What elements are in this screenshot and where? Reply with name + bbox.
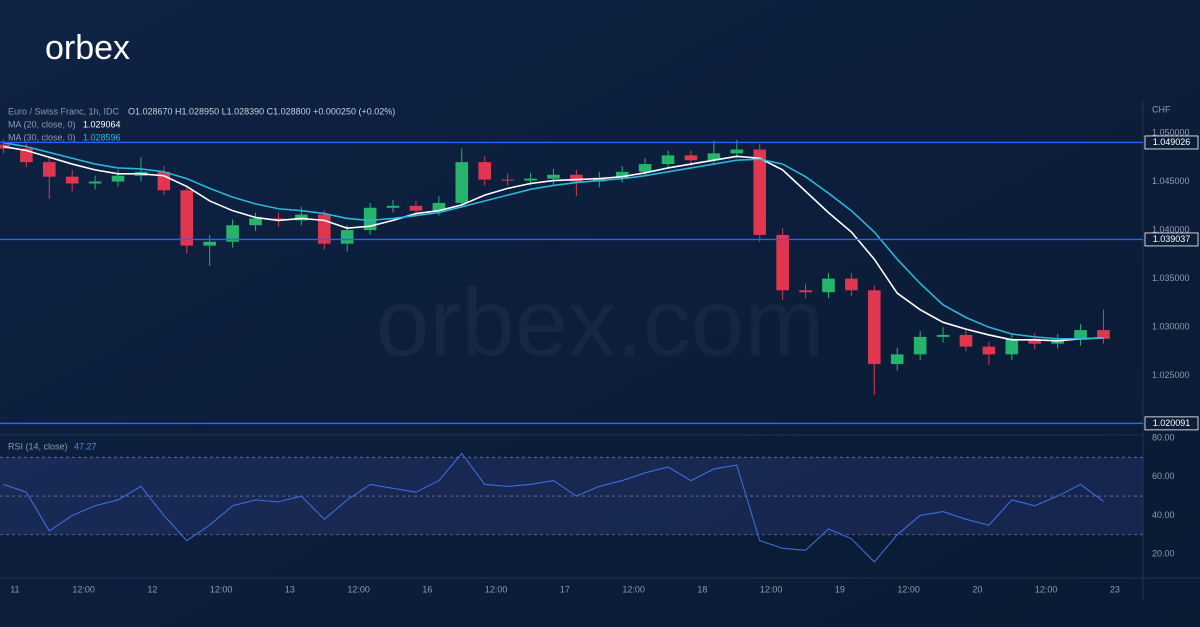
x-tick-label: 11 [10,584,19,594]
rsi-legend: RSI (14, close) [8,441,68,451]
level-label: 1.049026 [1153,137,1191,147]
candle-body [730,149,744,154]
level-label-box [1144,416,1199,431]
rsi-tick-label: 20.00 [1152,549,1175,559]
candle-body [776,234,789,291]
legend-ma20: MA (20, close, 0) [8,119,76,129]
rsi-line [3,452,1104,563]
candle-body [88,181,102,184]
candle-body [432,202,446,211]
candle-body [65,176,79,184]
moving-average [3,141,1104,340]
candle-body [1005,338,1019,355]
candle-body [638,164,652,172]
candle-body [1028,338,1042,344]
candle-body [180,190,194,246]
candle-body [959,334,973,347]
candle-body [982,346,996,355]
candle-body [524,178,537,181]
rsi-tick-label: 80.00 [1152,432,1175,442]
candle-body [615,171,629,178]
x-tick-label: 20 [972,584,982,594]
candle-body [1074,330,1087,340]
candle-body [661,155,675,165]
candle-body [478,162,492,180]
candle-body [822,278,835,293]
x-tick-label: 17 [560,584,570,594]
candle-body [845,278,858,291]
level-label-box [1144,135,1199,150]
candle-body [592,177,606,182]
candle-body [295,214,308,221]
y-tick-label: 1.035000 [1152,273,1190,283]
candle-body [226,225,239,242]
candle-body [1097,330,1110,339]
candle-body [455,162,469,203]
candle-body [1051,339,1064,344]
candle-body [340,230,354,244]
legend-ma30-value: 1.028596 [83,132,121,142]
symbol-title: Euro / Swiss Franc, 1h, IDC [8,106,120,116]
logo: orbex [45,29,130,67]
candle-body [249,218,262,226]
candle-body [936,334,950,337]
x-tick-label: 12:00 [347,584,370,594]
candle-body [799,290,812,293]
candle-body [409,205,423,211]
candle-body [363,207,377,231]
x-tick-label: 12:00 [897,584,920,594]
level-label: 1.020091 [1153,418,1191,428]
candle-body [707,153,721,161]
y-tick-label: 1.030000 [1152,322,1190,332]
candle-body [272,218,285,221]
level-label: 1.039037 [1153,234,1191,244]
rsi-tick-label: 40.00 [1152,510,1175,520]
x-tick-label: 12:00 [760,584,783,594]
candle-body [753,149,767,235]
x-tick-label: 16 [422,584,432,594]
rsi-legend-value: 47.27 [74,441,97,451]
candle-body [203,241,216,246]
x-tick-label: 12:00 [485,584,508,594]
x-tick-label: 12:00 [1035,584,1058,594]
candle-body [111,175,125,182]
y-tick-label: 1.040000 [1152,224,1190,234]
candle-body [386,205,400,208]
candle-body [913,336,927,355]
quote: O1.028670 H1.028950 L1.028390 C1.028800 … [128,106,395,116]
candle-body [867,290,881,365]
x-tick-label: 12:00 [622,584,645,594]
x-tick-label: 18 [697,584,707,594]
price-axis-label: CHF [1152,104,1171,114]
x-tick-label: 19 [835,584,845,594]
legend-ma20-value: 1.029064 [83,119,121,129]
x-tick-label: 13 [285,584,295,594]
x-tick-label: 12:00 [72,584,95,594]
candle-body [890,354,904,365]
x-tick-label: 23 [1110,584,1120,594]
watermark: orbex.com [376,269,824,376]
y-tick-label: 1.050000 [1152,127,1190,137]
y-tick-label: 1.025000 [1152,370,1190,380]
rsi-tick-label: 60.00 [1152,471,1175,481]
legend-ma30: MA (30, close, 0) [8,132,76,142]
candle-body [570,174,583,182]
y-tick-label: 1.045000 [1152,176,1190,186]
candle-body [684,155,698,161]
x-tick-label: 12 [147,584,157,594]
moving-average [3,145,1104,342]
level-label-box [1144,232,1199,247]
candle-body [547,174,560,179]
candle-body [501,179,514,181]
x-tick-label: 12:00 [210,584,233,594]
candle-body [42,162,56,177]
